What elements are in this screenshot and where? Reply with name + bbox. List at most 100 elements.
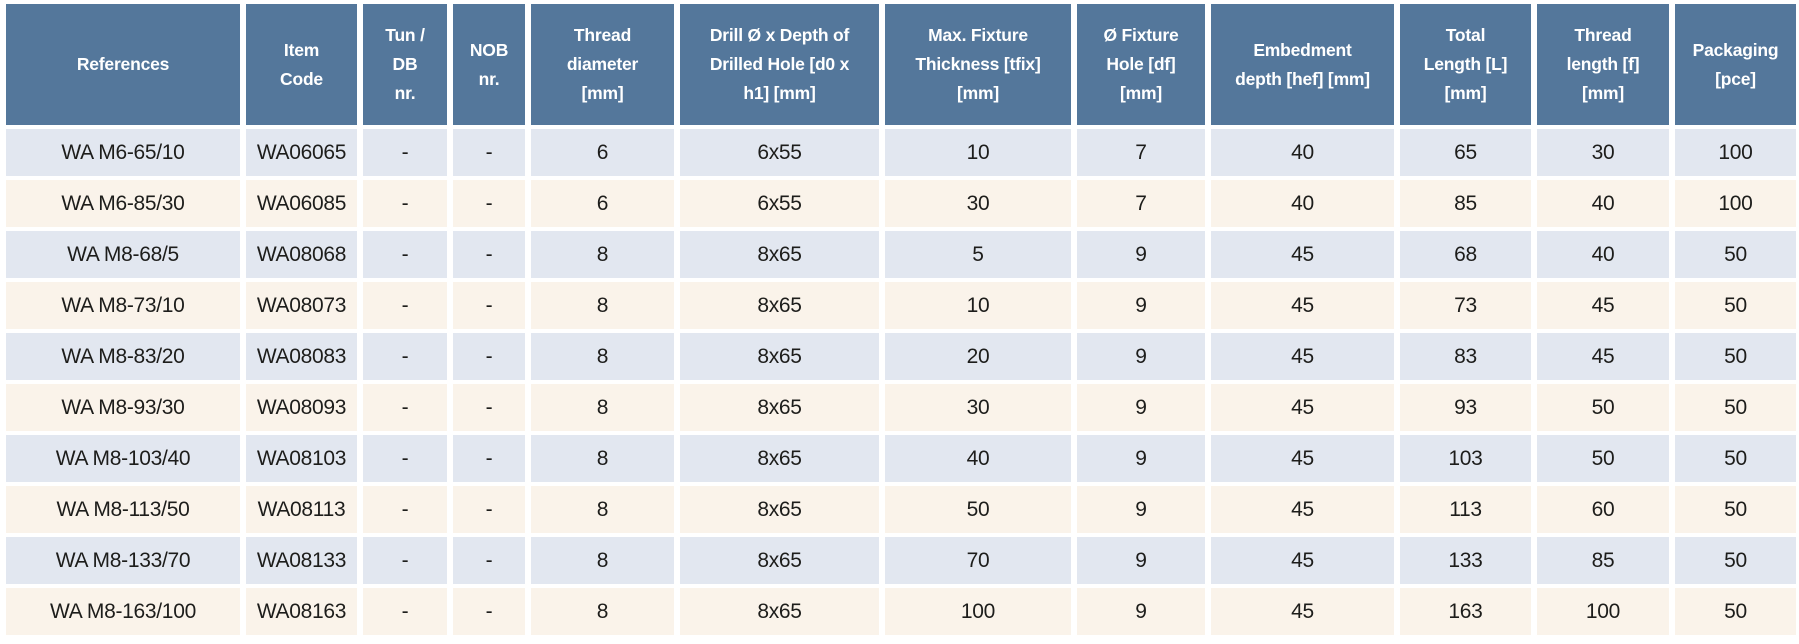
col-header-embedment-depth: Embedment depth [hef] [mm] — [1211, 4, 1394, 125]
col-header-nob-nr: NOB nr. — [453, 4, 525, 125]
table-cell-fixture-hole: 9 — [1077, 231, 1205, 278]
table-cell-nob-nr: - — [453, 129, 525, 176]
table-cell-max-fixture: 10 — [885, 282, 1071, 329]
col-header-fixture-hole: Ø Fixture Hole [df] [mm] — [1077, 4, 1205, 125]
table-cell-thread-diameter: 8 — [531, 282, 674, 329]
header-row: References Item Code Tun / DB nr. NOB nr… — [6, 4, 1796, 125]
table-cell-drill-depth: 6x55 — [680, 129, 879, 176]
table-cell-max-fixture: 10 — [885, 129, 1071, 176]
table-cell-references: WA M8-163/100 — [6, 588, 240, 635]
table-header: References Item Code Tun / DB nr. NOB nr… — [6, 4, 1796, 125]
col-header-max-fixture: Max. Fixture Thickness [tfix] [mm] — [885, 4, 1071, 125]
table-cell-fixture-hole: 9 — [1077, 384, 1205, 431]
table-cell-max-fixture: 30 — [885, 384, 1071, 431]
table-cell-tun-db-nr: - — [363, 588, 447, 635]
table-cell-thread-length: 45 — [1537, 333, 1669, 380]
table-cell-max-fixture: 70 — [885, 537, 1071, 584]
table-cell-drill-depth: 8x65 — [680, 435, 879, 482]
table-cell-item-code: WA06085 — [246, 180, 357, 227]
table-row: WA M8-133/70 WA08133- -8 8x65 70 9 45 133 85 50 — [6, 537, 1796, 584]
table-cell-tun-db-nr: - — [363, 384, 447, 431]
table-cell-nob-nr: - — [453, 282, 525, 329]
table-cell-fixture-hole: 7 — [1077, 129, 1205, 176]
table-cell-embedment-depth: 45 — [1211, 384, 1394, 431]
table-row: WA M8-163/100 WA08163- -8 8x65 100 9 45 163 100 5… — [6, 588, 1796, 635]
col-header-tun-db-nr: Tun / DB nr. — [363, 4, 447, 125]
col-header-thread-length: Thread length [f] [mm] — [1537, 4, 1669, 125]
table-cell-thread-diameter: 8 — [531, 435, 674, 482]
table-cell-packaging: 100 — [1675, 129, 1796, 176]
table-cell-thread-diameter: 6 — [531, 180, 674, 227]
table-cell-total-length: 163 — [1400, 588, 1531, 635]
table-cell-embedment-depth: 45 — [1211, 282, 1394, 329]
table-row: WA M6-65/10 WA06065- -6 6x55 10 7 40 65 30 100 — [6, 129, 1796, 176]
table-cell-packaging: 50 — [1675, 588, 1796, 635]
table-cell-fixture-hole: 7 — [1077, 180, 1205, 227]
table-cell-thread-length: 50 — [1537, 435, 1669, 482]
table-cell-references: WA M6-85/30 — [6, 180, 240, 227]
table-cell-fixture-hole: 9 — [1077, 333, 1205, 380]
table-cell-item-code: WA08113 — [246, 486, 357, 533]
table-cell-max-fixture: 5 — [885, 231, 1071, 278]
table-cell-references: WA M8-93/30 — [6, 384, 240, 431]
table-cell-total-length: 73 — [1400, 282, 1531, 329]
table-cell-embedment-depth: 45 — [1211, 588, 1394, 635]
table-cell-item-code: WA08103 — [246, 435, 357, 482]
table-cell-nob-nr: - — [453, 231, 525, 278]
table-cell-embedment-depth: 45 — [1211, 231, 1394, 278]
table-cell-packaging: 100 — [1675, 180, 1796, 227]
table-cell-tun-db-nr: - — [363, 435, 447, 482]
table-cell-thread-length: 50 — [1537, 384, 1669, 431]
table-cell-total-length: 65 — [1400, 129, 1531, 176]
table-cell-thread-length: 40 — [1537, 231, 1669, 278]
table-row: WA M8-68/5 WA08068- -8 8x65 5 9 45 68 40 50 — [6, 231, 1796, 278]
table-cell-tun-db-nr: - — [363, 486, 447, 533]
table-cell-fixture-hole: 9 — [1077, 435, 1205, 482]
table-cell-thread-length: 40 — [1537, 180, 1669, 227]
table-cell-references: WA M8-83/20 — [6, 333, 240, 380]
table-cell-packaging: 50 — [1675, 333, 1796, 380]
table-cell-thread-length: 85 — [1537, 537, 1669, 584]
col-header-references: References — [6, 4, 240, 125]
table-cell-nob-nr: - — [453, 384, 525, 431]
table-row: WA M6-85/30 WA06085- -6 6x55 30 7 40 85 40 100 — [6, 180, 1796, 227]
table-cell-tun-db-nr: - — [363, 129, 447, 176]
table-cell-references: WA M8-113/50 — [6, 486, 240, 533]
col-header-drill-depth: Drill Ø x Depth of Drilled Hole [d0 x h1… — [680, 4, 879, 125]
table-cell-thread-diameter: 8 — [531, 588, 674, 635]
table-cell-tun-db-nr: - — [363, 231, 447, 278]
table-cell-thread-diameter: 8 — [531, 231, 674, 278]
table-cell-tun-db-nr: - — [363, 333, 447, 380]
table-cell-references: WA M8-133/70 — [6, 537, 240, 584]
col-header-packaging: Packaging [pce] — [1675, 4, 1796, 125]
table-cell-nob-nr: - — [453, 486, 525, 533]
table-cell-references: WA M8-68/5 — [6, 231, 240, 278]
table-cell-item-code: WA08073 — [246, 282, 357, 329]
table-cell-drill-depth: 8x65 — [680, 333, 879, 380]
table-cell-total-length: 133 — [1400, 537, 1531, 584]
table-cell-item-code: WA08093 — [246, 384, 357, 431]
table-cell-max-fixture: 50 — [885, 486, 1071, 533]
table-cell-drill-depth: 8x65 — [680, 231, 879, 278]
table-cell-nob-nr: - — [453, 435, 525, 482]
table-cell-item-code: WA06065 — [246, 129, 357, 176]
table-cell-max-fixture: 40 — [885, 435, 1071, 482]
table-cell-thread-length: 60 — [1537, 486, 1669, 533]
table-cell-item-code: WA08083 — [246, 333, 357, 380]
table-row: WA M8-103/40 WA08103- -8 8x65 40 9 45 103 50 50 — [6, 435, 1796, 482]
table-cell-references: WA M8-103/40 — [6, 435, 240, 482]
col-header-total-length: Total Length [L] [mm] — [1400, 4, 1531, 125]
table-cell-thread-diameter: 8 — [531, 384, 674, 431]
table-cell-tun-db-nr: - — [363, 537, 447, 584]
table-cell-embedment-depth: 45 — [1211, 537, 1394, 584]
table-cell-references: WA M8-73/10 — [6, 282, 240, 329]
table-cell-drill-depth: 8x65 — [680, 384, 879, 431]
table-cell-packaging: 50 — [1675, 282, 1796, 329]
table-cell-total-length: 93 — [1400, 384, 1531, 431]
table-cell-item-code: WA08163 — [246, 588, 357, 635]
table-cell-drill-depth: 8x65 — [680, 588, 879, 635]
table-cell-packaging: 50 — [1675, 435, 1796, 482]
table-cell-total-length: 68 — [1400, 231, 1531, 278]
table-cell-nob-nr: - — [453, 333, 525, 380]
